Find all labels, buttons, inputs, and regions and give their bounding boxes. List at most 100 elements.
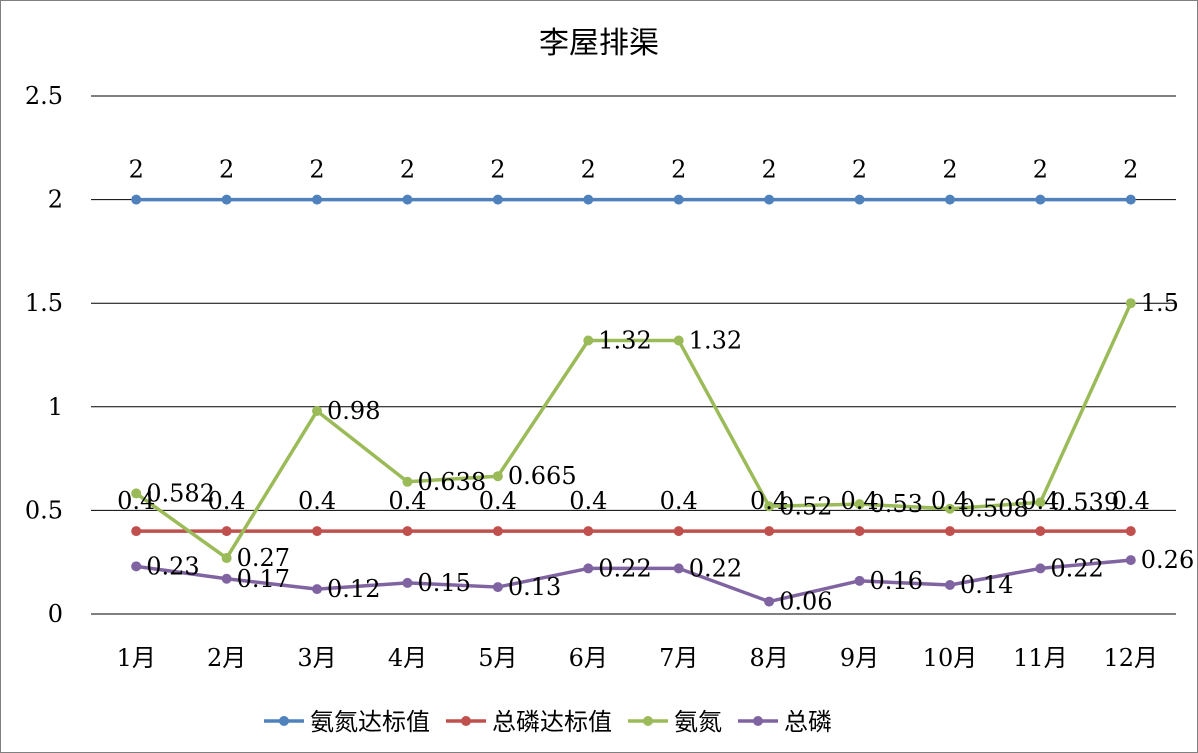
data-point [1125, 526, 1136, 537]
data-labels: 2 2 2 2 2 2 2 2 2 2 2 20.4 0.4 0.4 0.4 0.4 0.4 0.4 0.4 0.4 0… [117, 156, 1194, 616]
data-label: 0.27 [237, 544, 290, 572]
data-label: 0.98 [327, 397, 380, 425]
legend: 氨氮达标值 总磷达标值 氨氮 总磷 [264, 708, 832, 736]
y-tick-label: 0 [48, 600, 63, 628]
data-point [1035, 497, 1046, 508]
data-point [312, 584, 323, 595]
x-tick-label: 7月 [659, 644, 698, 672]
x-tick-label: 2月 [207, 644, 246, 672]
series-line [135, 558, 1131, 604]
data-point [764, 194, 775, 205]
data-label: 0.582 [146, 479, 215, 507]
data-label: 2 [1123, 156, 1138, 184]
data-label: 0.13 [508, 573, 561, 601]
data-label: 0.4 [660, 487, 698, 515]
x-tick-label: 11月 [1013, 644, 1068, 672]
x-axis-ticks: 1月 2月 3月 4月 5月 6月 7月 8月 9月 10月 11月 12月 [117, 644, 1158, 672]
data-point [764, 501, 775, 512]
data-point [402, 526, 413, 537]
data-label: 2 [219, 156, 234, 184]
x-tick-label: 5月 [478, 644, 517, 672]
data-label: 0.638 [417, 468, 486, 496]
data-label: 0.4 [931, 487, 969, 515]
data-label: 0.4 [388, 487, 426, 515]
chart-title: 李屋排渠 [539, 26, 659, 61]
data-label: 0.4 [1112, 487, 1150, 515]
data-label: 0.4 [208, 487, 246, 515]
y-axis-ticks: 0 0.5 1 1.5 2 2.5 [25, 82, 63, 628]
data-point [131, 526, 142, 537]
legend-marker [279, 716, 289, 726]
data-point [131, 194, 142, 205]
data-point [1125, 194, 1136, 205]
data-label: 2 [581, 156, 596, 184]
data-label: 1.32 [689, 326, 742, 354]
data-point [1035, 563, 1046, 574]
data-point [854, 499, 865, 510]
data-label: 2 [400, 156, 415, 184]
data-point [1035, 526, 1046, 537]
data-point [492, 471, 503, 482]
series-line [135, 302, 1133, 560]
data-label: 0.539 [1050, 488, 1119, 516]
data-point [131, 561, 142, 572]
data-label: 2 [671, 156, 686, 184]
data-label: 0.4 [479, 487, 517, 515]
x-tick-label: 8月 [749, 644, 788, 672]
data-label: 2 [129, 156, 144, 184]
data-label: 0.06 [779, 588, 832, 616]
data-point [402, 577, 413, 588]
data-point [764, 596, 775, 607]
data-label: 0.4 [1021, 487, 1059, 515]
data-label: 0.665 [508, 462, 577, 490]
data-point [221, 526, 232, 537]
gridlines [91, 95, 1176, 615]
data-label: 0.4 [750, 487, 788, 515]
data-label: 0.4 [569, 487, 607, 515]
data-point [854, 575, 865, 586]
data-point [492, 526, 503, 537]
data-label: 2 [490, 156, 505, 184]
data-label: 0.23 [146, 552, 199, 580]
y-tick-label: 1 [48, 393, 63, 421]
data-label: 0.4 [298, 487, 336, 515]
data-label: 0.22 [689, 554, 742, 582]
data-label: 2 [1033, 156, 1048, 184]
data-point [944, 194, 955, 205]
data-point [673, 563, 684, 574]
data-point [764, 526, 775, 537]
data-point [583, 526, 594, 537]
data-point [854, 194, 865, 205]
data-point [492, 582, 503, 593]
data-label: 2 [309, 156, 324, 184]
data-point [131, 488, 142, 499]
data-label: 1.32 [598, 326, 651, 354]
data-point [583, 194, 594, 205]
x-tick-label: 12月 [1104, 644, 1159, 672]
data-label: 0.508 [960, 495, 1029, 523]
legend-marker [643, 716, 653, 726]
x-tick-label: 4月 [388, 644, 427, 672]
x-tick-label: 1月 [117, 644, 156, 672]
data-label: 0.4 [840, 487, 878, 515]
data-label: 0.12 [327, 575, 380, 603]
data-label: 0.16 [870, 567, 923, 595]
x-tick-label: 3月 [297, 644, 336, 672]
data-label: 0.4 [117, 487, 155, 515]
data-point [944, 526, 955, 537]
data-label: 0.53 [870, 490, 923, 518]
data-point [673, 335, 684, 346]
legend-marker [461, 716, 471, 726]
legend-label: 氨氮达标值 [310, 708, 430, 736]
data-point [312, 194, 323, 205]
legend-label: 总磷达标值 [492, 708, 612, 736]
x-tick-label: 10月 [923, 644, 978, 672]
legend-marker [753, 716, 763, 726]
data-point [944, 579, 955, 590]
data-point [221, 573, 232, 584]
y-tick-label: 0.5 [25, 496, 63, 524]
data-point [312, 526, 323, 537]
data-label: 1.5 [1141, 289, 1179, 317]
y-tick-label: 1.5 [25, 289, 63, 317]
